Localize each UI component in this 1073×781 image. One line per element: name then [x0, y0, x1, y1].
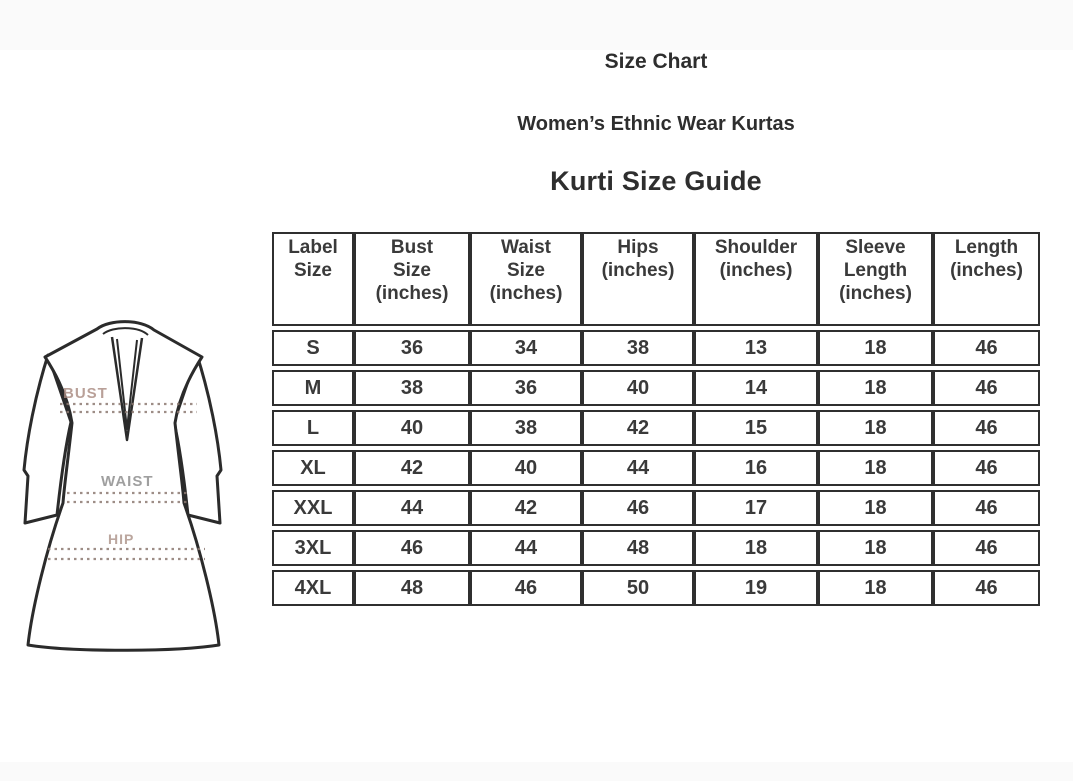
- kurti-size-table: Label Size Bust Size (inches) Waist Size…: [272, 228, 1040, 610]
- measurement-cell: 48: [354, 570, 470, 606]
- measurement-cell: 46: [933, 570, 1040, 606]
- measurement-cell: 42: [470, 490, 582, 526]
- measurement-cell: 50: [582, 570, 694, 606]
- measurement-cell: 40: [354, 410, 470, 446]
- measurement-cell: 40: [582, 370, 694, 406]
- col-header-waist-size: Waist Size (inches): [470, 232, 582, 326]
- measurement-cell: 38: [582, 330, 694, 366]
- measurement-cell: 18: [818, 570, 933, 606]
- measurement-cell: 44: [354, 490, 470, 526]
- col-header-length: Length (inches): [933, 232, 1040, 326]
- measurement-cell: 18: [818, 330, 933, 366]
- measurement-cell: 18: [818, 530, 933, 566]
- measurement-cell: 46: [354, 530, 470, 566]
- measurement-cell: 38: [470, 410, 582, 446]
- measurement-cell: 36: [354, 330, 470, 366]
- hip-label: HIP: [108, 531, 134, 547]
- size-guide-heading: Kurti Size Guide: [550, 166, 762, 196]
- measurement-cell: 13: [694, 330, 818, 366]
- kurti-diagram-icon: BUST WAIST HIP: [22, 320, 223, 652]
- measurement-cell: 40: [470, 450, 582, 486]
- table-row: XL 42 40 44 16 18 46: [272, 450, 1040, 486]
- size-label-cell: M: [272, 370, 354, 406]
- measurement-cell: 15: [694, 410, 818, 446]
- size-label-cell: 3XL: [272, 530, 354, 566]
- measurement-cell: 46: [933, 410, 1040, 446]
- measurement-cell: 46: [470, 570, 582, 606]
- measurement-cell: 46: [933, 370, 1040, 406]
- waist-label: WAIST: [101, 473, 154, 490]
- table-row: 4XL 48 46 50 19 18 46: [272, 570, 1040, 606]
- measurement-cell: 34: [470, 330, 582, 366]
- size-label-cell: L: [272, 410, 354, 446]
- measurement-cell: 48: [582, 530, 694, 566]
- page-subtitle: Women’s Ethnic Wear Kurtas: [517, 113, 795, 135]
- size-label-cell: S: [272, 330, 354, 366]
- measurement-cell: 44: [470, 530, 582, 566]
- col-header-bust-size: Bust Size (inches): [354, 232, 470, 326]
- table-row: M 38 36 40 14 18 46: [272, 370, 1040, 406]
- table-header-row: Label Size Bust Size (inches) Waist Size…: [272, 232, 1040, 326]
- kurti-illustration: BUST WAIST HIP: [15, 318, 230, 663]
- col-header-label-size: Label Size: [272, 232, 354, 326]
- col-header-sleeve-length: Sleeve Length (inches): [818, 232, 933, 326]
- measurement-cell: 18: [818, 370, 933, 406]
- measurement-cell: 46: [933, 330, 1040, 366]
- hip-measure-line: [48, 547, 205, 561]
- measurement-cell: 16: [694, 450, 818, 486]
- col-header-shoulder: Shoulder (inches): [694, 232, 818, 326]
- measurement-cell: 18: [818, 450, 933, 486]
- measurement-cell: 18: [818, 490, 933, 526]
- table-row: L 40 38 42 15 18 46: [272, 410, 1040, 446]
- measurement-cell: 42: [354, 450, 470, 486]
- size-label-cell: 4XL: [272, 570, 354, 606]
- measurement-cell: 14: [694, 370, 818, 406]
- measurement-cell: 46: [933, 450, 1040, 486]
- measurement-cell: 18: [694, 530, 818, 566]
- waist-measure-line: [67, 491, 190, 504]
- measurement-cell: 42: [582, 410, 694, 446]
- measurement-cell: 46: [933, 530, 1040, 566]
- size-table-body: S 36 34 38 13 18 46 M 38 36 40 14 18 46 L 40 38 42 15 18 46 X…: [272, 330, 1040, 606]
- measurement-cell: 44: [582, 450, 694, 486]
- measurement-cell: 46: [582, 490, 694, 526]
- col-header-hips: Hips (inches): [582, 232, 694, 326]
- measurement-cell: 19: [694, 570, 818, 606]
- measurement-cell: 17: [694, 490, 818, 526]
- table-row: XXL 44 42 46 17 18 46: [272, 490, 1040, 526]
- measurement-cell: 36: [470, 370, 582, 406]
- measurement-cell: 18: [818, 410, 933, 446]
- page-title: Size Chart: [604, 50, 708, 73]
- top-background-band: [0, 0, 1073, 50]
- table-row: S 36 34 38 13 18 46: [272, 330, 1040, 366]
- bottom-background-band: [0, 762, 1073, 781]
- size-label-cell: XXL: [272, 490, 354, 526]
- size-label-cell: XL: [272, 450, 354, 486]
- bust-label: BUST: [63, 385, 108, 402]
- measurement-cell: 38: [354, 370, 470, 406]
- table-row: 3XL 46 44 48 18 18 46: [272, 530, 1040, 566]
- measurement-cell: 46: [933, 490, 1040, 526]
